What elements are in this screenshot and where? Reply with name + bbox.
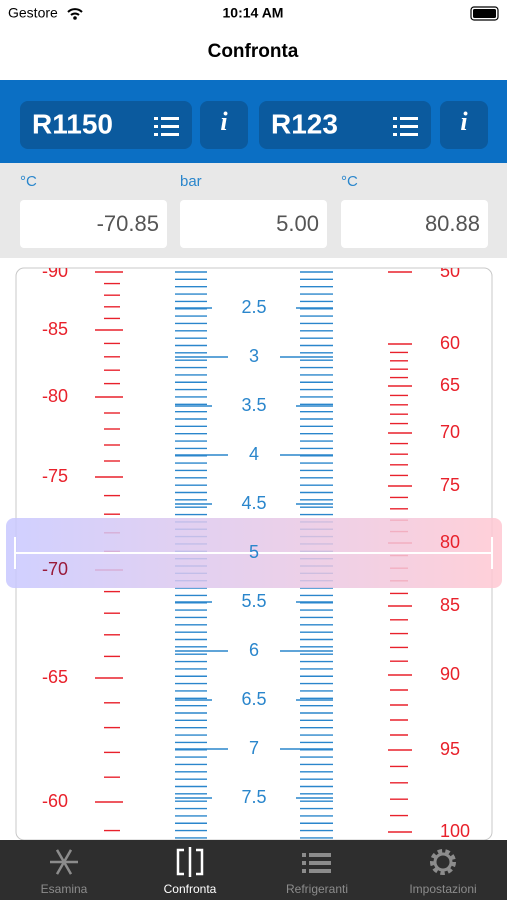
celsius-label: 60 (440, 333, 460, 353)
celsius-label: -70 (42, 559, 68, 579)
snowflake-icon (55, 849, 66, 863)
list-icon-line (309, 869, 331, 873)
reading-value: -70.85 (97, 211, 159, 236)
clock: 10:14 AM (223, 5, 284, 21)
celsius-label: 75 (440, 475, 460, 495)
pressure-label: 3 (249, 346, 259, 366)
wifi-icon (67, 8, 83, 16)
pressure-label: 7.5 (241, 787, 266, 807)
snowflake-icon (55, 861, 66, 875)
refrigerant-button[interactable] (259, 101, 431, 149)
celsius-label: -85 (42, 319, 68, 339)
wifi-dot (73, 16, 77, 20)
list-icon-line (309, 861, 331, 865)
celsius-label: 80 (440, 532, 460, 552)
pressure-label: 3.5 (241, 395, 266, 415)
list-icon-dot (302, 853, 306, 857)
gear-icon-core (433, 852, 453, 872)
pressure-label: 2.5 (241, 297, 266, 317)
celsius-label: 85 (440, 595, 460, 615)
list-icon-line (400, 117, 418, 120)
battery-level (473, 9, 496, 18)
list-icon-dot (302, 861, 306, 865)
info-icon: i (460, 107, 468, 136)
tab-label[interactable]: Confronta (164, 882, 217, 896)
list-icon-dot (154, 133, 158, 136)
tab-label[interactable]: Esamina (41, 882, 88, 896)
snowflake-icon (62, 861, 73, 875)
reading-value: 80.88 (425, 211, 480, 236)
pressure-label: 6 (249, 640, 259, 660)
pressure-label: 7 (249, 738, 259, 758)
gear-icon (430, 849, 456, 875)
list-icon-dot (154, 125, 158, 128)
list-icon-dot (302, 869, 306, 873)
refrigerant-label: R1150 (32, 108, 113, 139)
list-icon-line (161, 125, 179, 128)
reading-field[interactable] (180, 200, 327, 248)
celsius-label: -65 (42, 667, 68, 687)
celsius-label: 95 (440, 739, 460, 759)
celsius-label: 70 (440, 422, 460, 442)
pressure-label: 6.5 (241, 689, 266, 709)
refrigerant-button[interactable] (20, 101, 192, 149)
celsius-label: -80 (42, 386, 68, 406)
reading-field[interactable] (20, 200, 167, 248)
reading-value: 5.00 (276, 211, 319, 236)
unit-label: bar (180, 173, 202, 190)
unit-label: °C (20, 173, 37, 190)
list-icon-dot (393, 133, 397, 136)
pressure-label: 4.5 (241, 493, 266, 513)
list-icon-line (161, 117, 179, 120)
refrigerant-label: R123 (271, 108, 338, 139)
celsius-label: -60 (42, 791, 68, 811)
celsius-label: 90 (440, 664, 460, 684)
list-icon-line (400, 133, 418, 136)
info-button[interactable] (200, 101, 248, 149)
tab-label[interactable]: Impostazioni (409, 882, 476, 896)
unit-label: °C (341, 173, 358, 190)
list-icon-line (309, 853, 331, 857)
list-icon-line (400, 125, 418, 128)
celsius-label: -75 (42, 466, 68, 486)
pressure-label: 5.5 (241, 591, 266, 611)
celsius-label: 65 (440, 375, 460, 395)
tab-bar (0, 840, 507, 900)
carrier: Gestore (8, 5, 58, 21)
pressure-label: 5 (249, 542, 259, 562)
snowflake-icon (62, 849, 73, 863)
celsius-label: -90 (42, 261, 68, 281)
list-icon-dot (154, 117, 158, 120)
info-icon: i (220, 107, 228, 136)
celsius-label: 100 (440, 821, 470, 841)
list-icon-dot (393, 117, 397, 120)
pressure-label: 4 (249, 444, 259, 464)
reading-field[interactable] (341, 200, 488, 248)
compare-icon (176, 847, 204, 877)
info-button[interactable] (440, 101, 488, 149)
tab-label[interactable]: Refrigeranti (286, 882, 348, 896)
list-icon-line (161, 133, 179, 136)
list-icon-dot (393, 125, 397, 128)
celsius-label: 50 (440, 261, 460, 281)
nav-title: Confronta (208, 41, 299, 62)
battery (470, 6, 499, 21)
